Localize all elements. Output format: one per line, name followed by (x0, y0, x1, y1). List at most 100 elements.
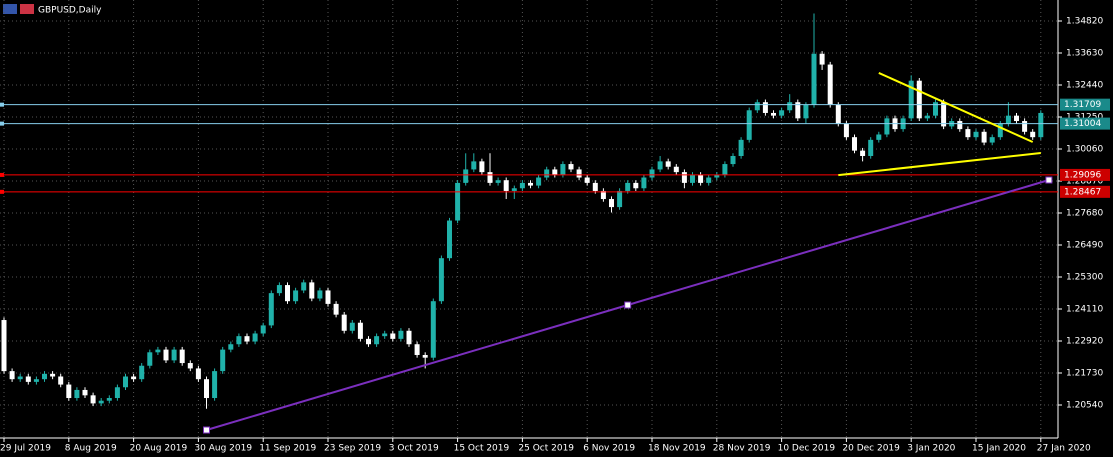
candle-body (131, 376, 137, 380)
candle-body (625, 182, 631, 191)
x-tick-label: 15 Oct 2019 (454, 444, 510, 454)
candle-body (42, 373, 47, 380)
candle-body (155, 349, 161, 353)
candle-body (66, 384, 72, 399)
y-tick-label: 1.26490 (1066, 241, 1103, 251)
candle-body (779, 110, 785, 116)
candle-body (933, 102, 938, 116)
candle-body (349, 322, 355, 331)
candle-body (908, 80, 914, 119)
candle-body (738, 139, 744, 156)
candle-body (438, 258, 444, 302)
candle-body (90, 395, 96, 404)
x-tick-label: 3 Oct 2019 (389, 444, 439, 454)
x-tick-label: 3 Jan 2020 (907, 444, 955, 454)
candle-body (657, 161, 663, 170)
candle-body (706, 177, 712, 183)
x-tick-label: 27 Jan 2020 (1037, 444, 1091, 454)
chart-title: GBPUSD,Daily (38, 6, 102, 16)
candle-body (414, 344, 420, 355)
candle-body (997, 123, 1003, 138)
candle-body (989, 137, 995, 143)
candle-body (576, 169, 582, 178)
candle-body (528, 182, 533, 186)
candle-body (811, 53, 817, 105)
candle-body (665, 161, 671, 167)
x-tick-label: 30 Aug 2019 (194, 444, 252, 454)
candle-body (398, 330, 404, 339)
candle-body (568, 164, 574, 170)
candle-body (317, 290, 323, 299)
candle-body (552, 169, 558, 175)
line-handle (0, 189, 4, 194)
candle-body (714, 174, 720, 178)
candle-body (106, 398, 112, 401)
candle-body (495, 180, 501, 183)
x-tick-label: 23 Sep 2019 (324, 444, 381, 454)
line-handle (0, 102, 4, 107)
candle-body (382, 333, 388, 337)
trendline (878, 71, 1034, 143)
candle-body (82, 389, 88, 396)
candle-body (868, 139, 874, 156)
candle-body (730, 155, 736, 165)
candle-body (884, 118, 890, 135)
candle-body (357, 322, 363, 339)
candle-body (1030, 131, 1036, 138)
y-tick-label: 1.31250 (1066, 113, 1103, 123)
candle-body (1038, 112, 1044, 138)
candle-body (519, 182, 525, 189)
price-label-box (1060, 185, 1110, 198)
candle-body (374, 336, 380, 345)
trendline (838, 152, 1041, 177)
flag-icon (3, 4, 17, 14)
x-tick-label: 15 Jan 2020 (972, 444, 1026, 454)
candle-body (1, 320, 7, 372)
price-label-box (1060, 117, 1110, 130)
candle-body (771, 112, 776, 116)
candle-body (487, 172, 493, 183)
y-tick-label: 1.30060 (1066, 145, 1103, 155)
candle-body (981, 131, 987, 143)
candle-body (341, 314, 347, 331)
candle-body (503, 180, 509, 191)
price-label: 1.28467 (1064, 187, 1101, 197)
candle-body (681, 172, 687, 183)
candle-body (309, 282, 315, 299)
candle-body (860, 150, 866, 156)
candle-body (471, 161, 477, 170)
candle-body (147, 352, 153, 366)
candle-body (690, 174, 695, 183)
candle-body (114, 387, 120, 399)
y-tick-label: 1.33630 (1066, 49, 1103, 59)
candle-body (592, 182, 598, 191)
candle-body (1005, 115, 1011, 124)
candle-body (268, 293, 274, 326)
candle-body (171, 349, 177, 361)
y-tick-label: 1.32440 (1066, 81, 1103, 91)
candle-body (827, 64, 833, 105)
candle-body (633, 182, 639, 189)
candle-body (244, 336, 250, 342)
candle-body (236, 336, 242, 345)
candle-body (74, 389, 80, 399)
candle-body (228, 344, 234, 350)
candle-body (212, 371, 218, 399)
candle-body (649, 169, 655, 178)
trendline-handle (624, 301, 632, 309)
x-tick-label: 18 Nov 2019 (648, 444, 706, 454)
candle-body (325, 290, 331, 304)
candle-body (366, 338, 371, 345)
candle-body (795, 102, 801, 119)
flag-icon (20, 4, 34, 14)
candle-body (819, 53, 825, 65)
candle-body (617, 190, 623, 208)
candle-body (293, 290, 299, 302)
trendline-handle (1045, 176, 1053, 184)
y-tick-label: 1.21730 (1066, 369, 1103, 379)
candle-body (924, 115, 930, 119)
candle-body (252, 333, 258, 342)
candle-body (673, 166, 679, 173)
